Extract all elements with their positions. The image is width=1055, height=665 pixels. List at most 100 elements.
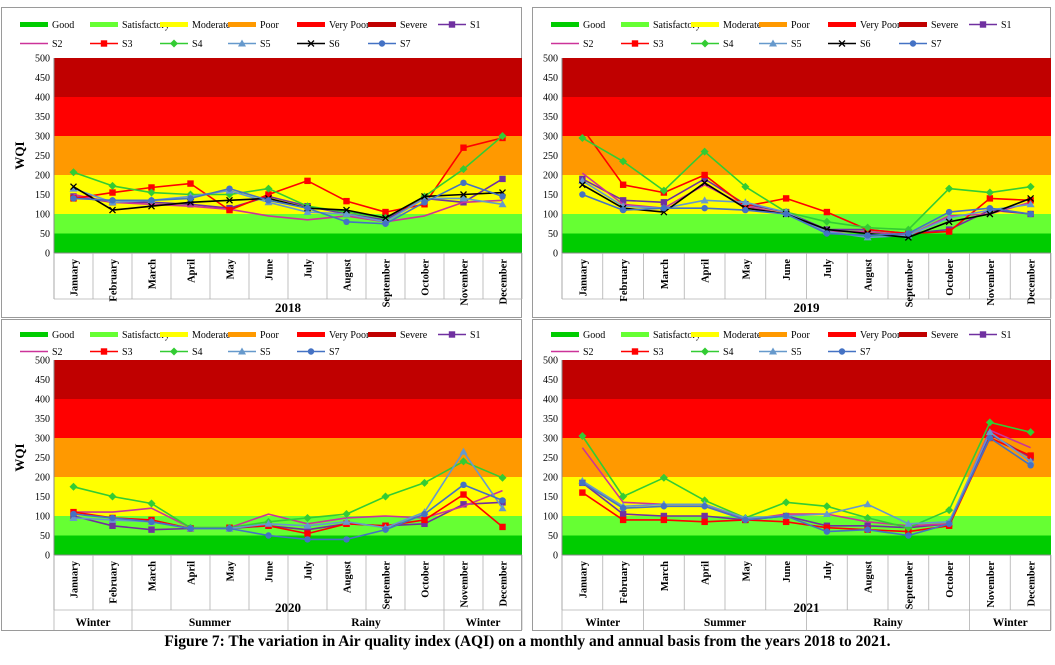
series-s4 (578, 418, 1035, 532)
legend-label-severe: Severe (400, 330, 428, 341)
series-group (69, 447, 507, 543)
legend-item-s7: S7 (899, 39, 942, 50)
legend-item-poor: Poor (228, 20, 280, 31)
data-point-s5 (420, 194, 429, 202)
season-label-rainy: Rainy (873, 617, 903, 629)
data-point-s7 (460, 179, 467, 186)
x-tick-label-august: August (343, 561, 354, 594)
data-point-s7 (986, 204, 994, 212)
data-point-s3 (619, 181, 627, 188)
series-line-s3 (581, 127, 1031, 235)
legend-label-s5: S5 (791, 39, 802, 50)
y-axis: 0 50 100 150 200 250 300 350 400 450 500 (543, 356, 563, 610)
data-point-s4 (619, 157, 628, 166)
legend-label-s3: S3 (653, 347, 664, 358)
data-point-s4 (945, 506, 954, 515)
y-tick-label-150: 150 (35, 190, 50, 201)
series-s7 (579, 191, 1034, 239)
data-point-s4 (659, 186, 668, 195)
chart-svg-2018: Good Satisfactory Moderate Poor Very Poor Sev… (12, 20, 523, 315)
legend-item-s3: S3 (90, 347, 133, 358)
data-point-s7 (619, 505, 627, 512)
legend-item-s4: S4 (160, 39, 203, 50)
x-tick-label-december: December (499, 259, 510, 305)
data-point-s7 (226, 525, 233, 532)
data-point-s7 (1027, 462, 1034, 469)
data-point-s4 (147, 188, 156, 197)
x-tick-label-june: June (782, 259, 793, 281)
legend: Good Satisfactory Moderate Poor Very Poor Sev… (20, 330, 481, 358)
data-point-s4 (1026, 182, 1035, 191)
data-point-s5 (498, 200, 507, 208)
legend-swatch-very-poor (297, 22, 325, 27)
data-point-s4 (659, 473, 668, 482)
band-satisfactory (562, 516, 1051, 536)
legend-item-s5: S5 (759, 347, 802, 358)
band-satisfactory (54, 214, 522, 234)
x-tick-label-july: July (823, 258, 834, 278)
data-point-s3 (579, 489, 586, 496)
data-point-s7 (187, 195, 194, 202)
band-very-poor (54, 399, 522, 438)
series-s7 (70, 481, 506, 543)
data-point-s3 (742, 203, 749, 210)
legend-item-s1: S1 (438, 330, 481, 341)
data-point-s5 (700, 196, 709, 204)
y-axis: 0 50 100 150 200 250 300 350 400 450 500 WQI (12, 356, 55, 610)
legend-item-satisfactory: Satisfactory (90, 330, 170, 341)
y-tick-label-50: 50 (40, 229, 50, 240)
series-line-s4 (581, 421, 1031, 529)
data-point-s4 (264, 184, 273, 193)
band-severe (562, 360, 1051, 399)
legend-label-poor: Poor (260, 330, 280, 341)
x-tick-label-july: July (823, 560, 834, 580)
x-tick-label-october: October (945, 561, 956, 598)
data-point-s7 (265, 532, 272, 539)
y-tick-label-100: 100 (543, 210, 558, 221)
x-tick-label-january: January (70, 560, 81, 598)
y-tick-label-500: 500 (35, 54, 50, 65)
data-point-s1 (660, 512, 668, 520)
data-point-s7 (701, 204, 708, 212)
data-point-s7 (382, 220, 389, 227)
data-point-s5 (904, 519, 913, 527)
year-label: 2018 (275, 300, 302, 315)
x-tick-label-november: November (986, 561, 997, 608)
legend-item-s3: S3 (621, 39, 664, 50)
legend-item-good: Good (551, 20, 605, 31)
data-point-s4 (985, 188, 994, 197)
data-point-s4 (459, 165, 468, 174)
y-tick-label-250: 250 (543, 151, 558, 162)
y-tick-label-150: 150 (543, 190, 558, 201)
y-tick-label-500: 500 (35, 356, 50, 367)
legend-label-s7: S7 (329, 347, 340, 358)
season-label-rainy: Rainy (351, 617, 381, 629)
legend-item-good: Good (20, 20, 74, 31)
series-s2 (73, 193, 503, 223)
data-point-s4 (342, 510, 351, 519)
x-tick-label-january: January (578, 560, 589, 598)
data-point-s7 (421, 510, 428, 518)
season-label-winter: Winter (466, 617, 501, 629)
legend-marker-s5 (769, 39, 777, 47)
data-point-s4 (741, 182, 750, 191)
legend-label-s4: S4 (723, 39, 734, 50)
band-very-poor (562, 97, 1051, 136)
legend-label-very-poor: Very Poor (860, 330, 901, 341)
x-tick-label-june: June (782, 561, 793, 583)
series-line-s7 (582, 193, 1031, 237)
y-tick-label-0: 0 (45, 249, 50, 260)
x-tick-label-september: September (382, 561, 393, 610)
legend-item-severe: Severe (368, 20, 428, 31)
data-point-s7 (660, 204, 668, 212)
legend-label-severe: Severe (400, 20, 428, 31)
x-tick-label-may: May (226, 560, 237, 581)
data-point-s7 (499, 497, 506, 504)
band-satisfactory (54, 516, 522, 536)
legend-item-poor: Poor (759, 20, 811, 31)
legend-marker-s4 (170, 347, 178, 356)
legend-swatch-good (551, 332, 579, 337)
figure-caption: Figure 7: The variation in Air quality i… (164, 633, 891, 650)
legend-label-s1: S1 (1001, 20, 1012, 31)
x-tick-label-february: February (619, 560, 630, 603)
